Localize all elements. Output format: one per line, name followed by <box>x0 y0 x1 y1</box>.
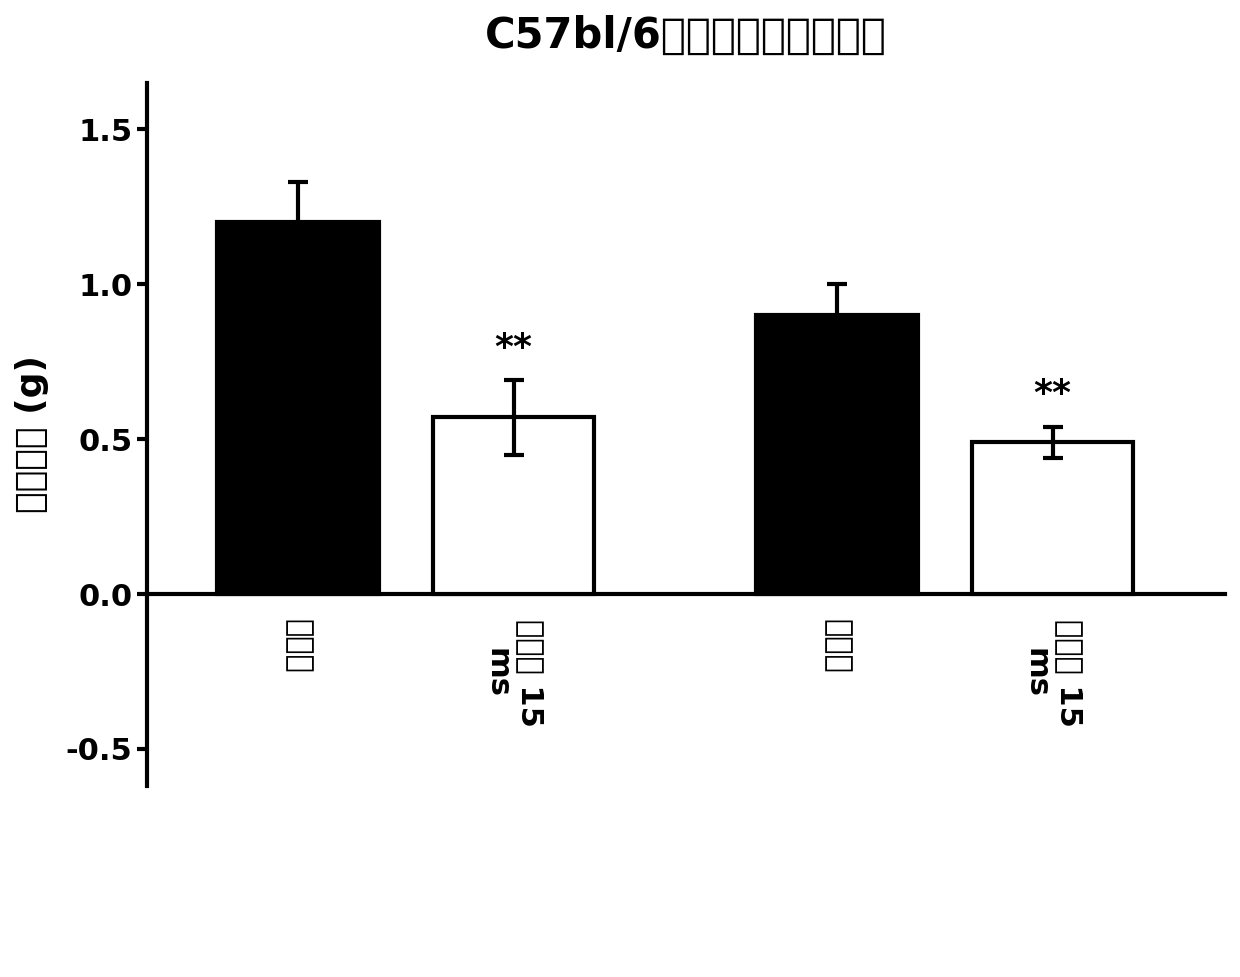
Text: **: ** <box>1033 377 1071 411</box>
Bar <box>217 222 378 594</box>
Text: 实施例 15
ms: 实施例 15 ms <box>1022 618 1084 727</box>
Text: 实施例 15
ms: 实施例 15 ms <box>482 618 544 727</box>
Bar <box>756 316 918 594</box>
Title: C57bl/6小鼠的过夜体重变化: C57bl/6小鼠的过夜体重变化 <box>485 15 887 57</box>
Text: 赋形剂: 赋形剂 <box>284 618 312 673</box>
Bar <box>433 417 594 594</box>
Text: **: ** <box>495 330 532 364</box>
Bar <box>972 443 1133 594</box>
Text: 赋形剂: 赋形剂 <box>822 618 852 673</box>
Y-axis label: 体重变化 (g): 体重变化 (g) <box>15 356 50 514</box>
